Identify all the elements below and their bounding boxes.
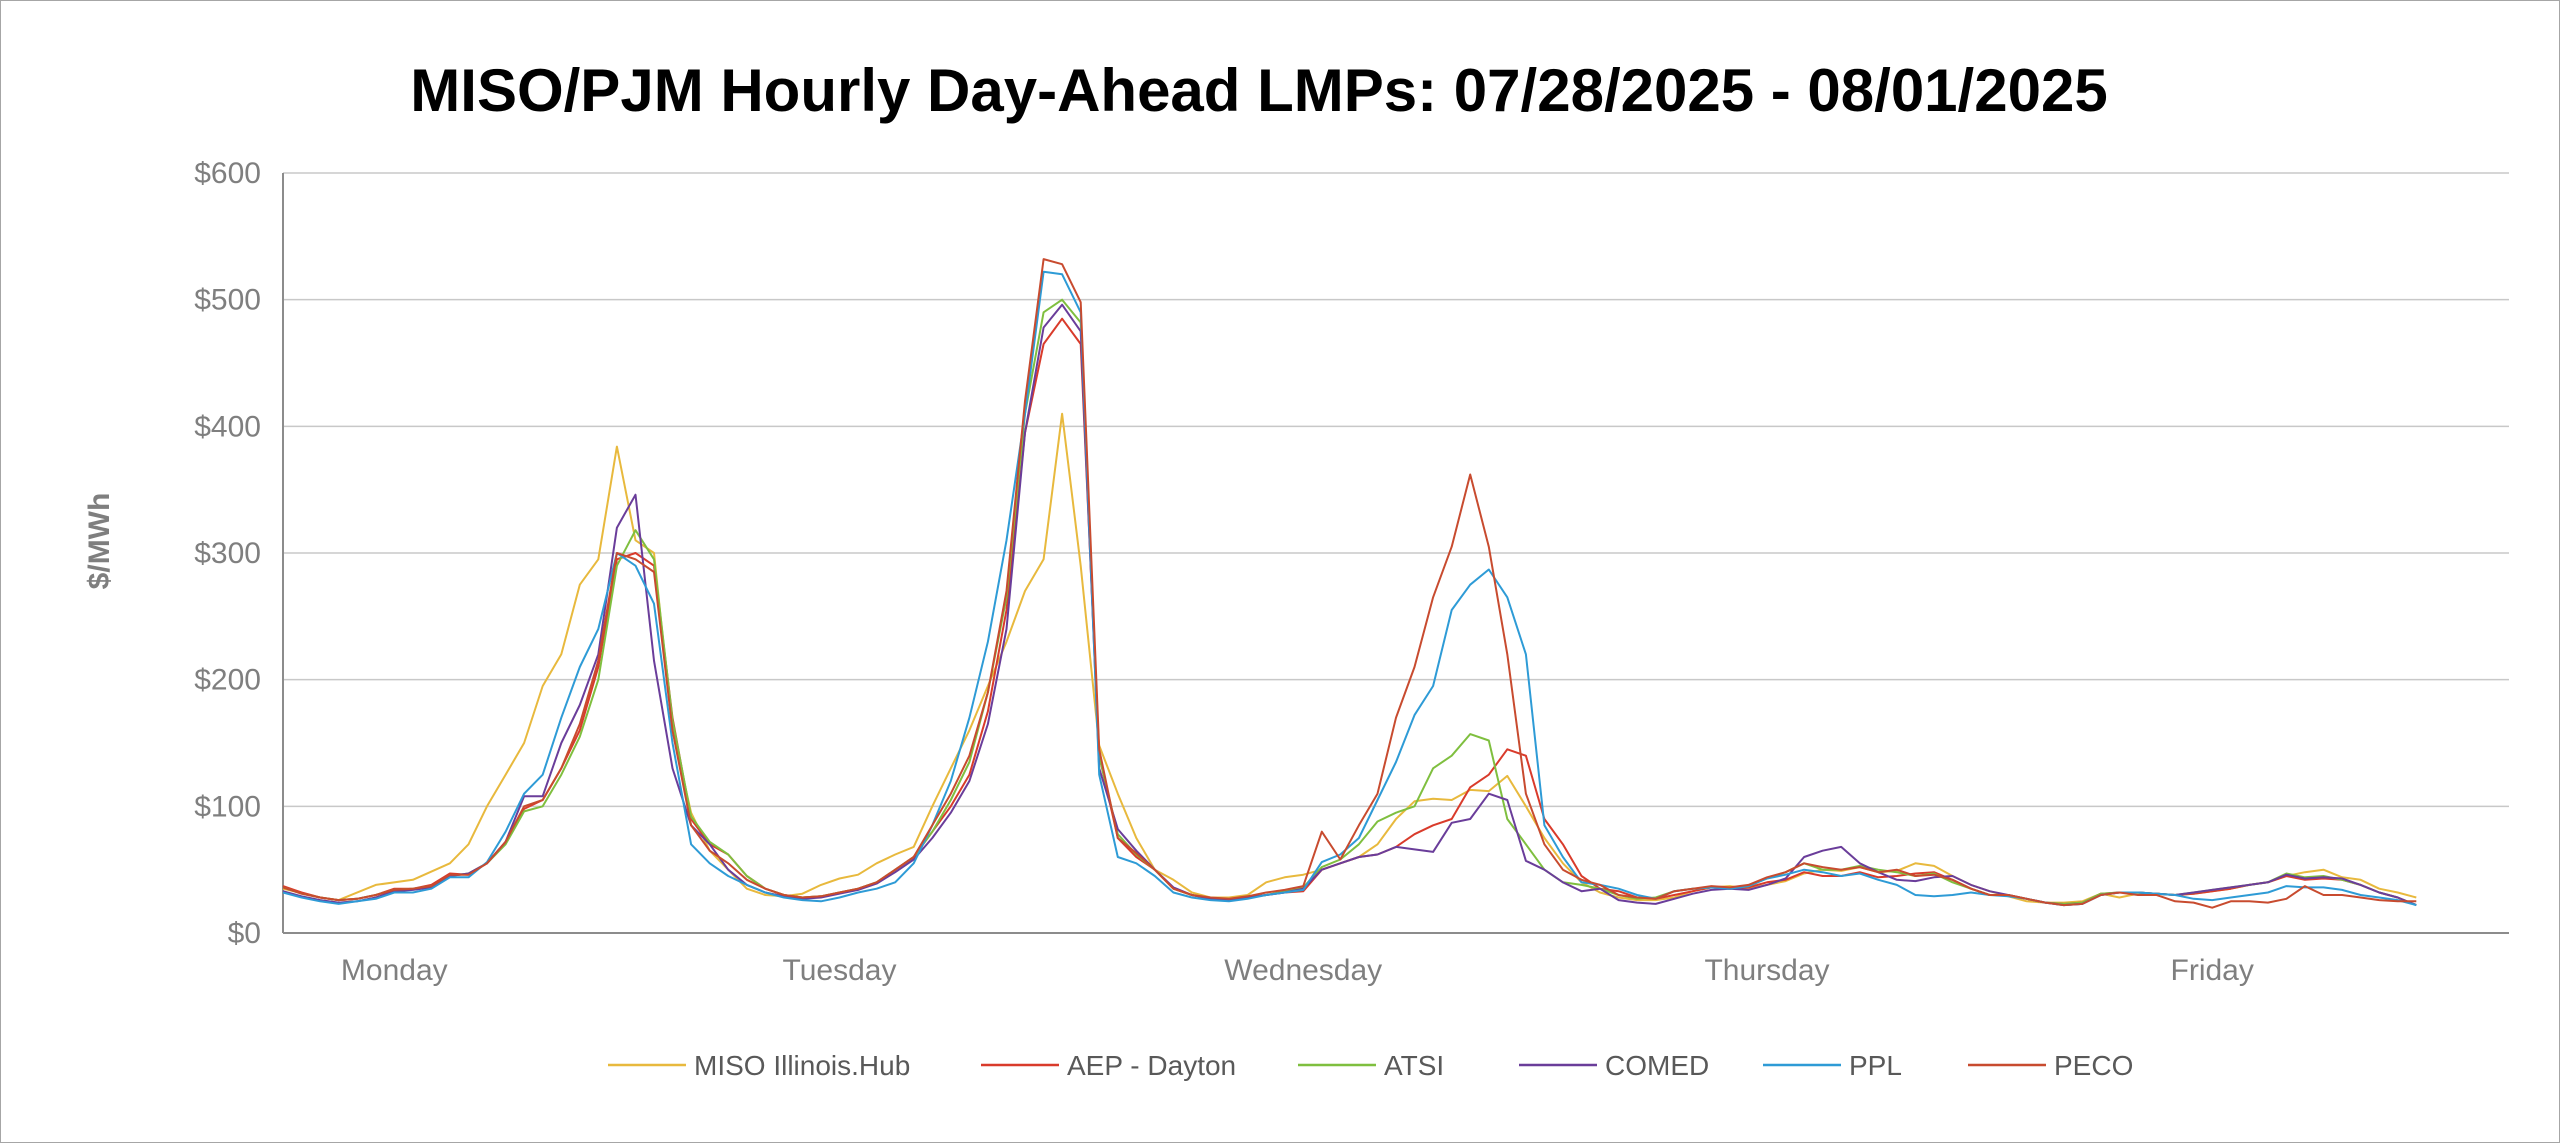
legend: MISO Illinois.Hub AEP - Dayton ATSI COMED PP… [608,1050,2133,1081]
series-line [282,303,2417,907]
series-line [282,412,2417,904]
x-axis-day-labels: Monday Tuesday Wednesday Thursday Friday [341,954,2254,987]
series-lines [282,258,2417,909]
x-day-label: Thursday [1704,954,1829,987]
y-tick-label: $300 [194,537,261,570]
y-tick-label: $500 [194,284,261,317]
x-day-label: Wednesday [1224,954,1382,987]
legend-label: MISO Illinois.Hub [694,1050,910,1081]
legend-label: PECO [2054,1050,2133,1081]
series-line [282,270,2417,907]
x-day-label: Tuesday [783,954,897,987]
y-tick-label: $600 [194,157,261,190]
y-tick-label: $0 [228,917,261,950]
legend-label: AEP - Dayton [1067,1050,1236,1081]
legend-label: PPL [1849,1050,1902,1081]
chart-title: MISO/PJM Hourly Day-Ahead LMPs: 07/28/20… [410,57,2107,124]
x-day-label: Monday [341,954,448,987]
x-day-label: Friday [2171,954,2254,987]
y-axis-label: $/MWh [83,493,116,590]
y-axis-ticks: $0 $100 $200 $300 $400 $500 $600 [194,157,261,950]
y-tick-label: $200 [194,664,261,697]
series-line [282,258,2417,909]
y-tick-label: $100 [194,790,261,823]
legend-label: ATSI [1384,1050,1444,1081]
series-line [282,298,2417,907]
legend-label: COMED [1605,1050,1709,1081]
y-tick-label: $400 [194,410,261,443]
